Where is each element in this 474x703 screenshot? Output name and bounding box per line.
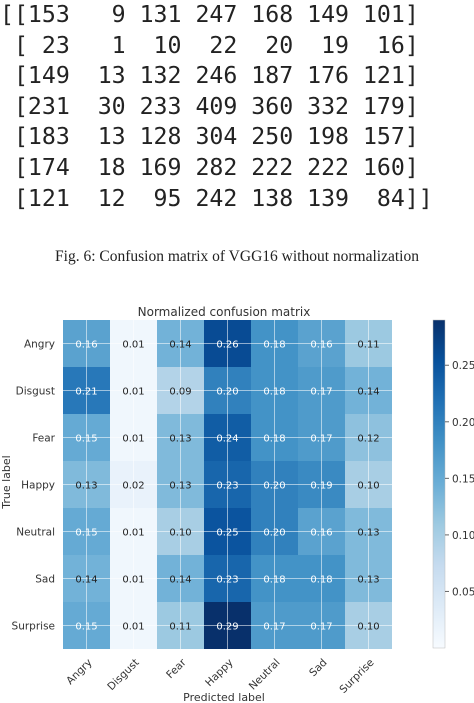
x-tick-label: Sad (307, 657, 329, 679)
matrix-row-3: [149 13 132 246 187 176 121] (0, 62, 419, 90)
y-tick-label: Fear (32, 433, 55, 445)
cell-value-label: 0.12 (357, 434, 379, 445)
cell-value-label: 0.13 (75, 481, 97, 492)
cell-value-label: 0.01 (122, 528, 144, 539)
cell-value-label: 0.01 (122, 340, 144, 351)
cell-value-label: 0.24 (216, 434, 238, 445)
cell-value-label: 0.11 (357, 340, 379, 351)
cell-value-label: 0.16 (310, 340, 332, 351)
cell-value-label: 0.14 (75, 575, 97, 586)
cell-value-label: 0.17 (310, 622, 332, 633)
cell-value-label: 0.13 (357, 528, 379, 539)
cell-value-label: 0.01 (122, 575, 144, 586)
figure-caption: Fig. 6: Confusion matrix of VGG16 withou… (55, 248, 419, 265)
cell-value-label: 0.11 (169, 622, 191, 633)
cell-value-label: 0.01 (122, 622, 144, 633)
matrix-row-2: [ 23 1 10 22 20 19 16] (0, 31, 419, 59)
cell-value-label: 0.21 (75, 387, 97, 398)
cell-value-label: 0.10 (169, 528, 191, 539)
y-tick-label: Surprise (12, 621, 55, 633)
cell-value-label: 0.18 (263, 434, 285, 445)
cell-value-label: 0.15 (75, 622, 97, 633)
x-tick-label: Disgust (105, 657, 141, 693)
cell-value-label: 0.14 (169, 575, 191, 586)
cell-value-label: 0.01 (122, 434, 144, 445)
cell-value-label: 0.02 (122, 481, 144, 492)
cell-value-label: 0.15 (75, 528, 97, 539)
heatmap-values: 0.16 0.01 0.14 0.26 0.18 0.16 0.11 0.21 0.01 0.09… (75, 340, 379, 633)
cell-value-label: 0.17 (310, 387, 332, 398)
cell-value-label: 0.20 (216, 387, 238, 398)
heatmap-grid (63, 320, 392, 649)
colorbar-tick-label: 0.25 (452, 360, 474, 372)
cell-value-label: 0.13 (169, 434, 191, 445)
colorbar-tick-label: 0.20 (452, 417, 474, 429)
colorbar-ticks: 0.05 0.10 0.15 0.20 0.25 (445, 360, 474, 598)
colorbar-tick-label: 0.15 (452, 473, 474, 485)
x-tick-label: Surprise (337, 657, 376, 696)
cell-value-label: 0.26 (216, 340, 238, 351)
x-tick-label: Angry (64, 657, 94, 687)
cell-value-label: 0.18 (263, 387, 285, 398)
cell-value-label: 0.13 (357, 575, 379, 586)
cell-value-label: 0.18 (263, 340, 285, 351)
matrix-row-6: [174 18 169 282 222 222 160] (0, 153, 419, 181)
cell-value-label: 0.17 (310, 434, 332, 445)
cell-value-label: 0.16 (310, 528, 332, 539)
x-axis-label: Predicted label (183, 691, 265, 703)
cell-value-label: 0.14 (169, 340, 191, 351)
y-tick-label: Angry (24, 339, 55, 351)
cell-value-label: 0.01 (122, 387, 144, 398)
x-tick-label: Neutral (247, 657, 283, 693)
normalized-confusion-heatmap: Normalized confusion matrix 0.16 0.01 0.14… (0, 305, 474, 703)
cell-value-label: 0.20 (263, 481, 285, 492)
cell-value-label: 0.18 (263, 575, 285, 586)
cell-value-label: 0.10 (357, 622, 379, 633)
chart-title: Normalized confusion matrix (138, 305, 311, 319)
y-tick-label: Disgust (16, 386, 55, 398)
y-axis-label: True label (0, 455, 13, 509)
x-tick-labels: Angry Disgust Fear Happy Neutral Sad Surprise (64, 656, 376, 696)
cell-value-label: 0.29 (216, 622, 238, 633)
cell-value-label: 0.10 (357, 481, 379, 492)
cell-value-label: 0.14 (357, 387, 379, 398)
cell-value-label: 0.20 (263, 528, 285, 539)
y-tick-labels: Angry Disgust Fear Happy Neutral Sad Surprise (12, 339, 56, 633)
colorbar (432, 319, 446, 649)
colorbar-tick-label: 0.10 (452, 530, 474, 542)
raw-confusion-matrix: [[153 9 131 247 168 149 101] [ 23 1 10 2… (0, 0, 474, 214)
colorbar-tick-label: 0.05 (452, 586, 474, 598)
cell-value-label: 0.09 (169, 387, 191, 398)
cell-value-label: 0.15 (75, 434, 97, 445)
matrix-row-7: [121 12 95 242 138 139 84]] (0, 184, 433, 212)
cell-value-label: 0.23 (216, 481, 238, 492)
cell-value-label: 0.16 (75, 340, 97, 351)
y-tick-label: Neutral (16, 527, 55, 539)
matrix-row-5: [183 13 128 304 250 198 157] (0, 123, 419, 151)
cell-value-label: 0.19 (310, 481, 332, 492)
x-tick-label: Fear (164, 656, 189, 681)
y-tick-label: Sad (35, 574, 55, 586)
matrix-row-4: [231 30 233 409 360 332 179] (0, 92, 419, 120)
x-tick-label: Happy (203, 657, 235, 689)
cell-value-label: 0.25 (216, 528, 238, 539)
cell-value-label: 0.23 (216, 575, 238, 586)
matrix-row-1: [[153 9 131 247 168 149 101] (0, 1, 419, 28)
y-tick-label: Happy (21, 480, 55, 492)
cell-value-label: 0.18 (310, 575, 332, 586)
cell-value-label: 0.13 (169, 481, 191, 492)
cell-value-label: 0.17 (263, 622, 285, 633)
